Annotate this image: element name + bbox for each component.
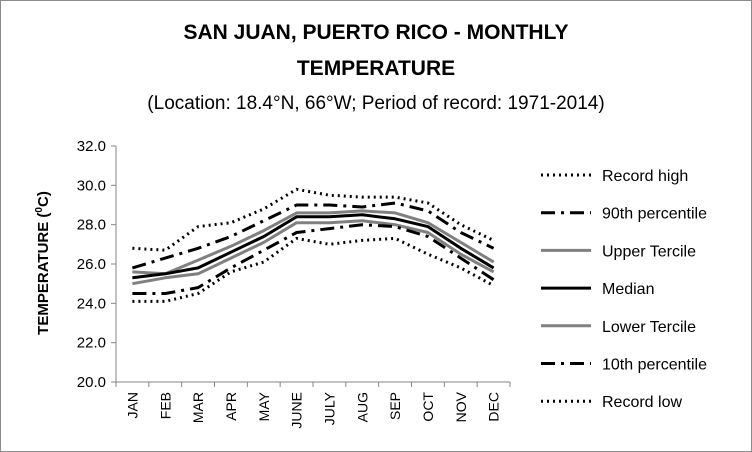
legend-label: 90th percentile	[602, 206, 707, 223]
x-tick-label: JULY	[321, 391, 337, 425]
chart-title-line1: SAN JUAN, PUERTO RICO - MONTHLY	[183, 21, 569, 44]
y-tick-label: 26.0	[77, 256, 106, 273]
x-tick-label: MAY	[256, 391, 272, 421]
x-tick-label: MAR	[190, 392, 206, 423]
series-line-upper-tercile	[132, 209, 495, 276]
x-tick-label: JAN	[124, 392, 140, 418]
x-tick-labels: JAN FEB MAR APR MAY JUNE JULY AUG SEP OCT NOV DEC	[124, 391, 501, 428]
y-axis-label-end: C)	[35, 191, 52, 207]
y-axis-label-sup: 0	[34, 207, 45, 213]
x-tick-label: AUG	[354, 392, 370, 422]
chart-title-line2: TEMPERATURE	[296, 57, 456, 80]
legend-label: Record low	[602, 394, 682, 411]
x-tick-label: JUNE	[289, 392, 305, 429]
legend-label: Upper Tercile	[602, 243, 696, 260]
y-axis-label: TEMPERATURE (0C)	[34, 191, 52, 335]
y-tick-label: 22.0	[77, 335, 106, 352]
axes	[111, 145, 511, 387]
series-line-median	[132, 213, 495, 280]
legend: Record high 90th percentile Upper Tercile M…	[541, 168, 707, 411]
y-axis-label-main: TEMPERATURE (	[35, 213, 52, 335]
x-tick-label: NOV	[453, 391, 469, 422]
y-tick-label: 30.0	[77, 177, 106, 194]
series-line-10th-percentile	[132, 223, 495, 295]
legend-label: Lower Tercile	[602, 319, 696, 336]
y-tick-label: 32.0	[77, 138, 106, 155]
y-tick-label: 20.0	[77, 374, 106, 391]
series-line-90th-percentile	[131, 201, 495, 270]
x-tick-label: FEB	[157, 392, 173, 419]
legend-label: 10th percentile	[602, 357, 707, 374]
series-line-lower-tercile	[132, 219, 495, 286]
x-tick-label: OCT	[420, 392, 436, 422]
y-tick-labels: 20.0 22.0 24.0 26.0 28.0 30.0 32.0	[77, 138, 106, 391]
series-lines	[131, 187, 495, 303]
x-tick-label: SEP	[387, 392, 403, 420]
chart-subtitle: (Location: 18.4°N, 66°W; Period of recor…	[147, 93, 605, 114]
y-tick-label: 24.0	[77, 295, 106, 312]
x-tick-label: APR	[223, 392, 239, 421]
x-tick-label: DEC	[486, 392, 502, 422]
legend-label: Record high	[602, 168, 688, 185]
legend-label: Median	[602, 281, 654, 298]
series-line-record-high	[132, 187, 495, 252]
y-tick-label: 28.0	[77, 217, 106, 234]
series-line-record-low	[132, 236, 495, 303]
